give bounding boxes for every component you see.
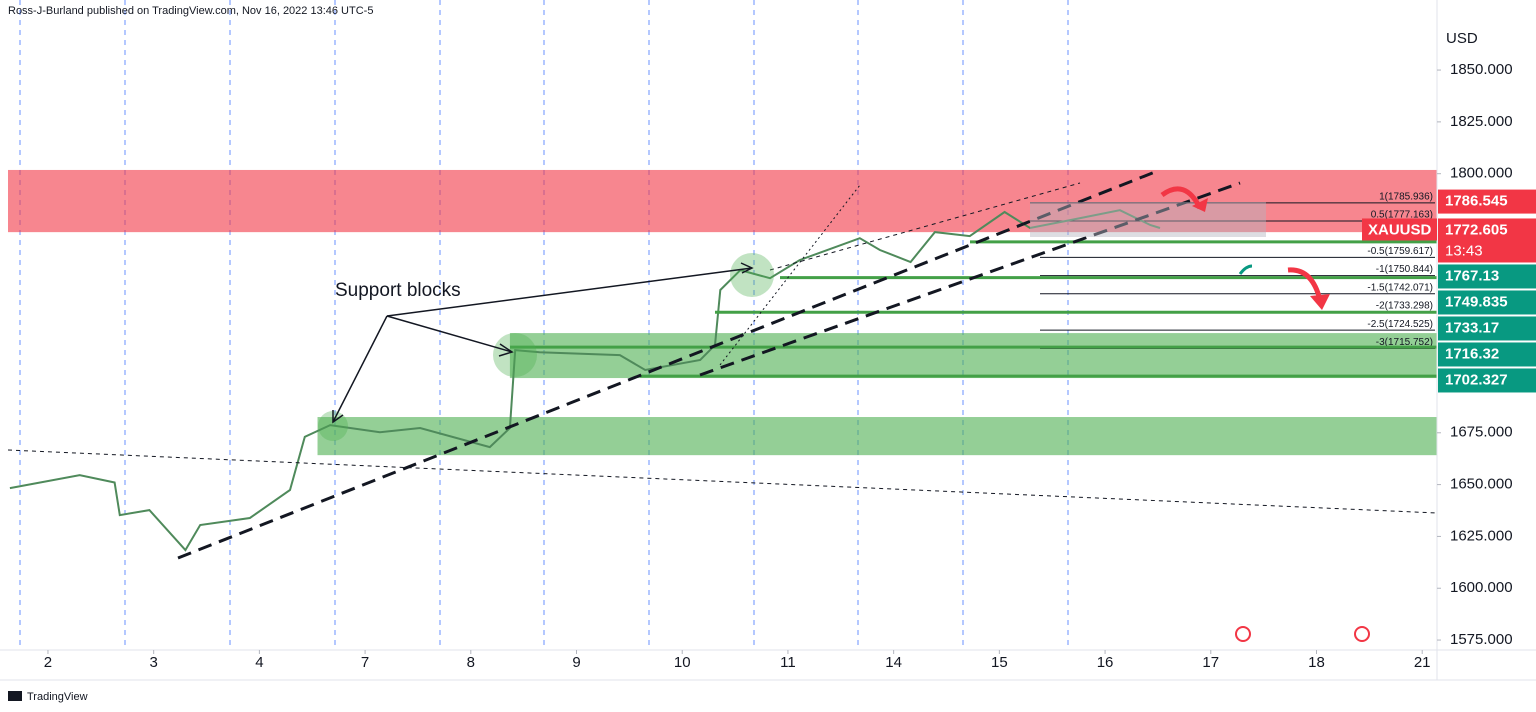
price-label: 1716.32 (1445, 345, 1499, 362)
highlight-circle (493, 333, 537, 377)
price-label: 1702.327 (1445, 371, 1508, 388)
trend-line (699, 181, 1241, 377)
x-tick-label: 17 (1202, 654, 1219, 671)
price-line (9, 209, 1161, 552)
annotation-arrows (332, 262, 754, 424)
x-tick-label: 9 (572, 654, 580, 671)
fib-label: -1(1750.844) (1376, 264, 1433, 275)
y-tick-label: 1650.000 (1450, 476, 1513, 493)
countdown: 13:43 (1445, 242, 1483, 259)
price-label: 1733.17 (1445, 319, 1499, 336)
fib-label: -1.5(1742.071) (1367, 282, 1433, 293)
title: Ross-J-Burland published on TradingView.… (8, 5, 373, 17)
red-arrow (1287, 267, 1323, 301)
price-label-box (1438, 342, 1536, 367)
symbol-label: XAUUSD (1368, 221, 1432, 238)
y-tick-label: 1800.000 (1450, 165, 1513, 182)
trend-line (719, 184, 861, 366)
x-tick-label: 10 (674, 654, 691, 671)
zone (509, 333, 1437, 379)
price-label-box (1438, 290, 1536, 315)
highlight-circle (318, 411, 348, 441)
y-tick-label: 1825.000 (1450, 113, 1513, 130)
y-axis-label: USD (1446, 30, 1478, 47)
x-tick-label: 18 (1308, 654, 1325, 671)
x-tick-label: 8 (467, 654, 475, 671)
y-tick-label: 1625.000 (1450, 527, 1513, 544)
symbol-label-box (1362, 218, 1437, 241)
trend-line (7, 449, 1438, 514)
fib-label: -2(1733.298) (1376, 301, 1433, 312)
x-tick-label: 14 (885, 654, 902, 671)
fib-label: 0.5(1777.163) (1371, 210, 1433, 221)
green-arrow (1238, 264, 1253, 275)
y-tick-label: 1600.000 (1450, 579, 1513, 596)
axes (0, 0, 1536, 681)
fib-label: -0.5(1759.617) (1367, 246, 1433, 257)
fib-label: 1(1785.936) (1379, 191, 1433, 202)
fib-label: -2.5(1724.525) (1367, 319, 1433, 330)
price-label-box (1438, 189, 1536, 214)
trend-line (769, 182, 1081, 271)
x-tick-label: 21 (1414, 654, 1431, 671)
price-label-box (1438, 316, 1536, 341)
y-tick-label: 1575.000 (1450, 631, 1513, 648)
range-box (1030, 202, 1266, 237)
x-tick-label: 3 (149, 654, 157, 671)
x-tick-label: 4 (255, 654, 263, 671)
x-tick-label: 16 (1097, 654, 1114, 671)
price-label-box (1438, 264, 1536, 289)
annotations (7, 168, 1438, 642)
x-tick-label: 11 (780, 654, 796, 671)
x-tick-label: 2 (44, 654, 52, 671)
price-label-box (1438, 218, 1536, 263)
logo (8, 691, 22, 701)
price-label: 1772.605 (1445, 221, 1508, 238)
y-tick-label: 1675.000 (1450, 424, 1513, 441)
event-icon[interactable] (1235, 626, 1251, 642)
price-label-box (1438, 368, 1536, 393)
annotation-text: Support blocks (335, 280, 461, 301)
y-tick-label: 1850.000 (1450, 61, 1513, 78)
price-label: 1786.545 (1445, 193, 1508, 210)
highlight-circle (730, 253, 774, 297)
red-arrow-head (1310, 294, 1330, 310)
event-icon[interactable] (1354, 626, 1370, 642)
red-arrow-head (1192, 198, 1208, 212)
fib-label: -3(1715.752) (1376, 337, 1433, 348)
footer: TradingView (27, 691, 88, 703)
x-tick-label: 7 (361, 654, 369, 671)
x-tick-label: 15 (991, 654, 1008, 671)
zone (317, 417, 1438, 456)
price-label: 1749.835 (1445, 293, 1508, 310)
price-label: 1767.13 (1445, 267, 1499, 284)
